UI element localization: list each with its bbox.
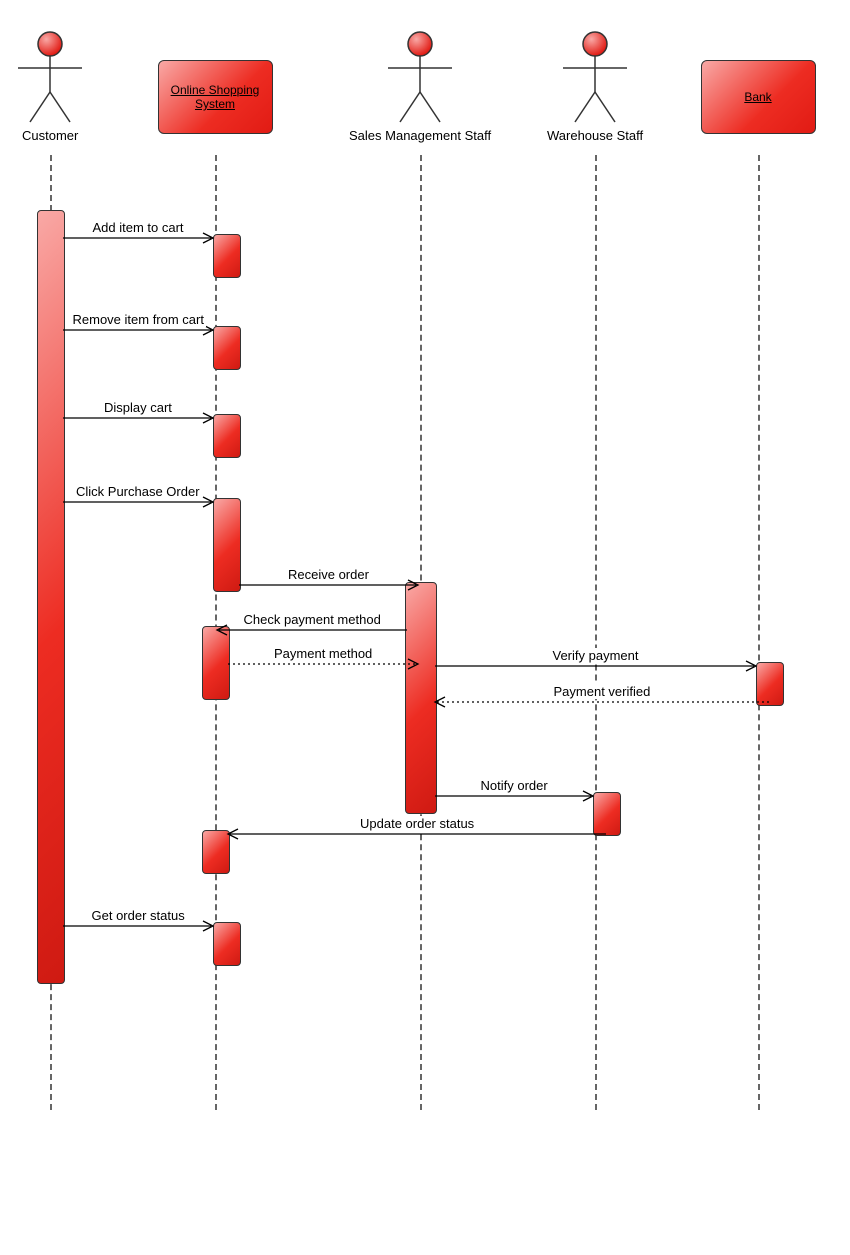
actor-warehouse: [555, 30, 635, 125]
activation-system-4: [213, 498, 241, 592]
message-label-6: Payment method: [272, 646, 374, 661]
actor-label-warehouse: Warehouse Staff: [547, 128, 643, 143]
activation-system-2: [213, 326, 241, 370]
message-label-1: Remove item from cart: [71, 312, 206, 327]
activation-sales-5: [405, 582, 437, 814]
activation-system-1: [213, 234, 241, 278]
actor-sales: [380, 30, 460, 125]
message-label-2: Display cart: [102, 400, 174, 415]
lifeline-bank: [758, 155, 760, 1110]
actor-customer: [10, 30, 90, 125]
message-label-8: Payment verified: [552, 684, 653, 699]
component-system: Online Shopping System: [158, 60, 273, 134]
activation-system-6: [202, 626, 230, 700]
component-bank: Bank: [701, 60, 816, 134]
activation-system-3: [213, 414, 241, 458]
message-label-10: Update order status: [358, 816, 476, 831]
message-label-3: Click Purchase Order: [74, 484, 202, 499]
activation-customer-0: [37, 210, 65, 984]
message-label-11: Get order status: [90, 908, 187, 923]
message-label-9: Notify order: [479, 778, 550, 793]
message-label-7: Verify payment: [551, 648, 641, 663]
sequence-diagram-canvas: Customer Online Shopping System Sales Man…: [0, 0, 850, 1255]
actor-label-customer: Customer: [22, 128, 78, 143]
actor-label-sales: Sales Management Staff: [349, 128, 491, 143]
lifeline-warehouse: [595, 155, 597, 1110]
message-label-0: Add item to cart: [91, 220, 186, 235]
activation-system-10: [213, 922, 241, 966]
message-label-5: Check payment method: [242, 612, 383, 627]
activation-system-9: [202, 830, 230, 874]
message-label-4: Receive order: [286, 567, 371, 582]
